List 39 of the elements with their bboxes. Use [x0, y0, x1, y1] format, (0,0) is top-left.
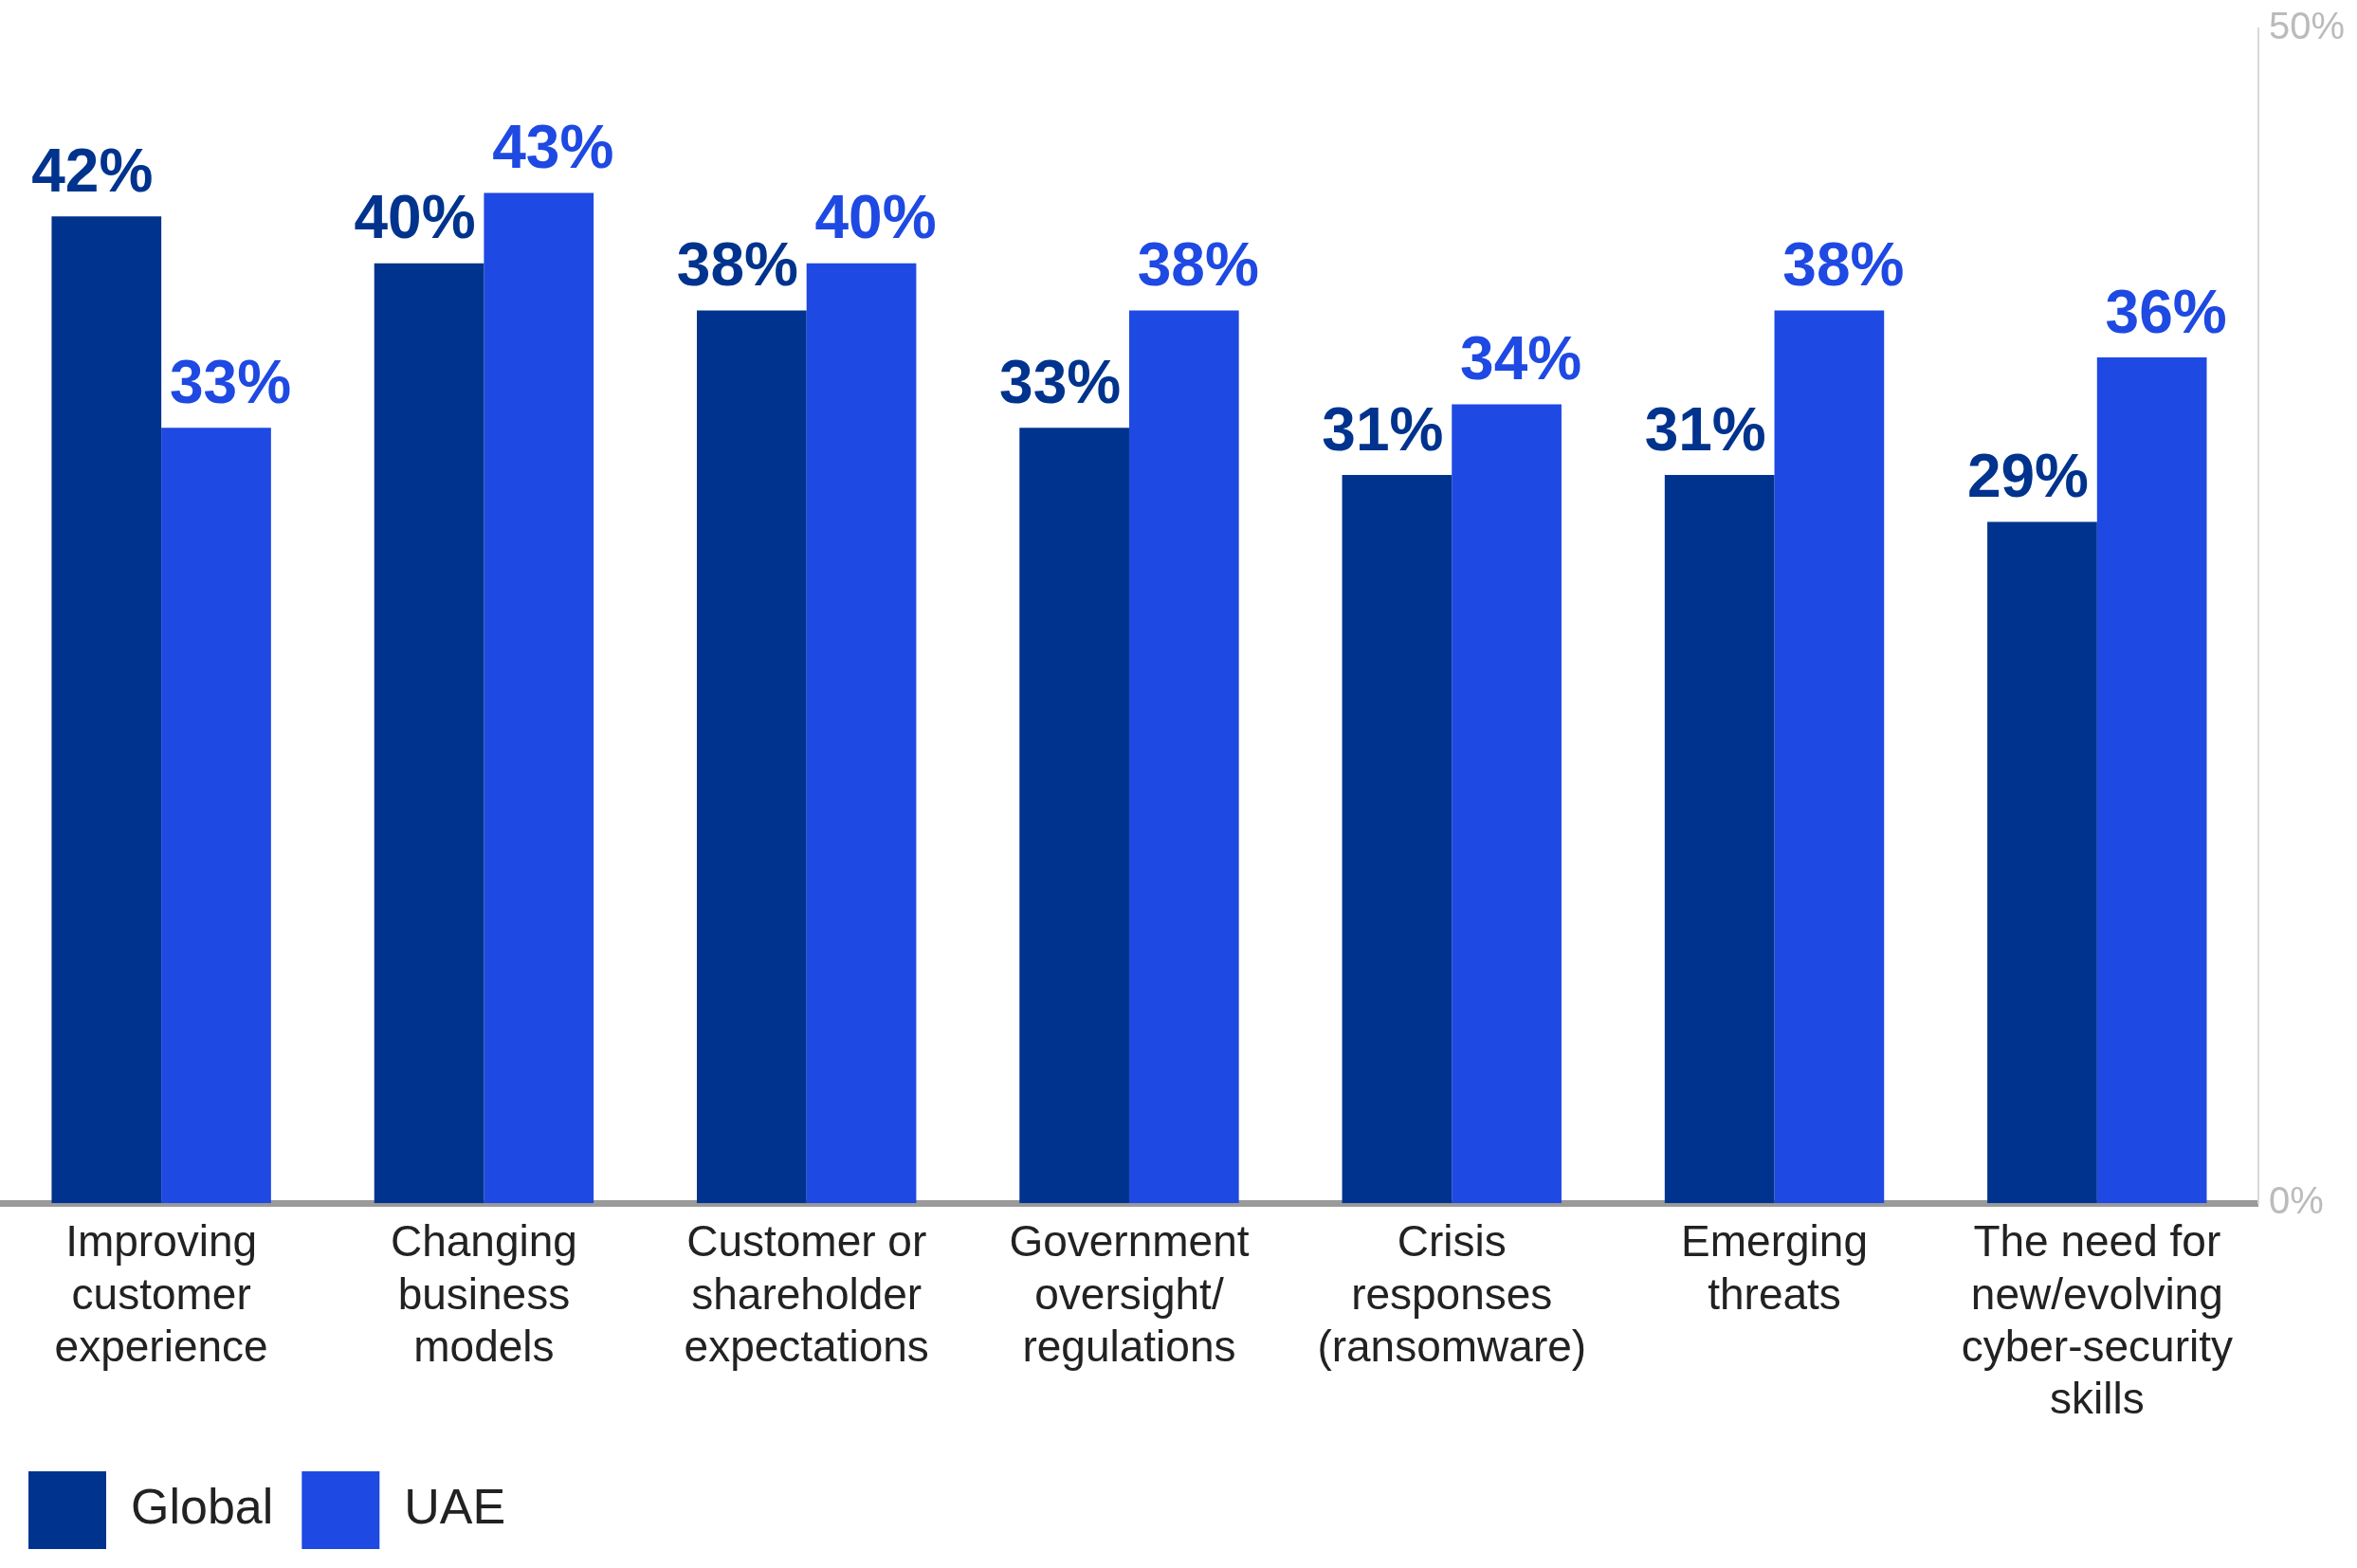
- data-label: 33%: [999, 347, 1122, 416]
- bar: [1452, 404, 1562, 1204]
- bar: [806, 263, 917, 1204]
- y-tick-label: 50%: [2268, 5, 2345, 47]
- data-label: 33%: [169, 347, 292, 416]
- legend-label: Global: [131, 1479, 274, 1535]
- x-tick-label: The need for new/evolving cyber-security skills: [1961, 1216, 2233, 1424]
- x-tick-label: Government oversight/ regulations: [1009, 1216, 1250, 1371]
- x-tick-label: Changing business models: [390, 1216, 577, 1371]
- data-label: 38%: [676, 230, 798, 300]
- data-label: 42%: [31, 136, 154, 205]
- data-label: 43%: [492, 113, 614, 182]
- bar: [1664, 474, 1775, 1204]
- data-label: 29%: [1966, 442, 2089, 511]
- data-label: 31%: [1322, 394, 1444, 464]
- bar: [1987, 521, 2097, 1204]
- data-label: 31%: [1644, 394, 1766, 464]
- x-tick-label: Improving customer experience: [54, 1216, 268, 1371]
- bar: [1342, 474, 1453, 1204]
- bar: [697, 310, 807, 1204]
- y-tick-label: 0%: [2268, 1179, 2324, 1222]
- bar: [374, 263, 484, 1204]
- x-tick-label: Crisis responses (ransomware): [1317, 1216, 1587, 1371]
- x-tick-label: Emerging threats: [1681, 1216, 1868, 1319]
- x-tick-label: Customer or shareholder expectations: [684, 1216, 929, 1371]
- bar: [161, 428, 271, 1204]
- bar: [1128, 310, 1239, 1204]
- bar: [484, 192, 594, 1204]
- data-label: 38%: [1137, 230, 1259, 300]
- data-label: 36%: [2105, 277, 2227, 346]
- bar: [1774, 310, 1885, 1204]
- data-label: 40%: [354, 183, 476, 252]
- bar: [2096, 356, 2207, 1204]
- bar: [1019, 428, 1129, 1204]
- data-label: 34%: [1460, 324, 1582, 393]
- data-label: 40%: [814, 183, 937, 252]
- legend-label: UAE: [404, 1479, 506, 1535]
- bar: [51, 216, 162, 1204]
- data-label: 38%: [1782, 230, 1905, 300]
